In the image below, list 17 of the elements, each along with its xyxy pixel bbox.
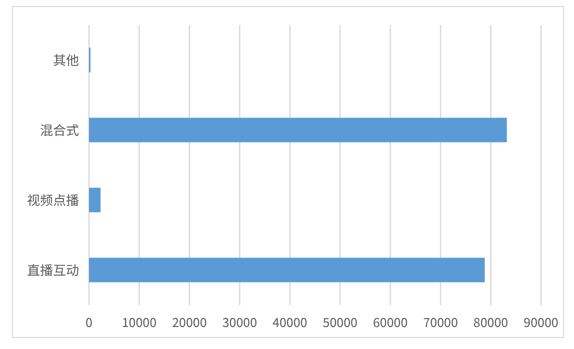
- y-tick-label: 视频点播: [26, 190, 79, 209]
- x-tick-label: 40000: [272, 312, 308, 331]
- x-tick-label: 20000: [172, 312, 207, 331]
- y-tick-label: 其他: [52, 50, 79, 69]
- x-tick-label: 70000: [423, 312, 458, 331]
- bar: [89, 118, 507, 142]
- x-tick-label: 10000: [122, 312, 157, 331]
- x-tick-label: 60000: [372, 312, 408, 331]
- bar: [89, 188, 101, 212]
- x-tick-label: 0: [86, 312, 93, 331]
- y-tick-label: 混合式: [40, 120, 79, 139]
- bar: [89, 258, 485, 282]
- x-tick-label: 50000: [322, 312, 358, 331]
- x-tick-label: 80000: [473, 312, 508, 331]
- x-tick-label: 30000: [222, 312, 258, 331]
- x-tick-label: 90000: [524, 312, 558, 331]
- y-tick-label: 直播互动: [26, 260, 79, 279]
